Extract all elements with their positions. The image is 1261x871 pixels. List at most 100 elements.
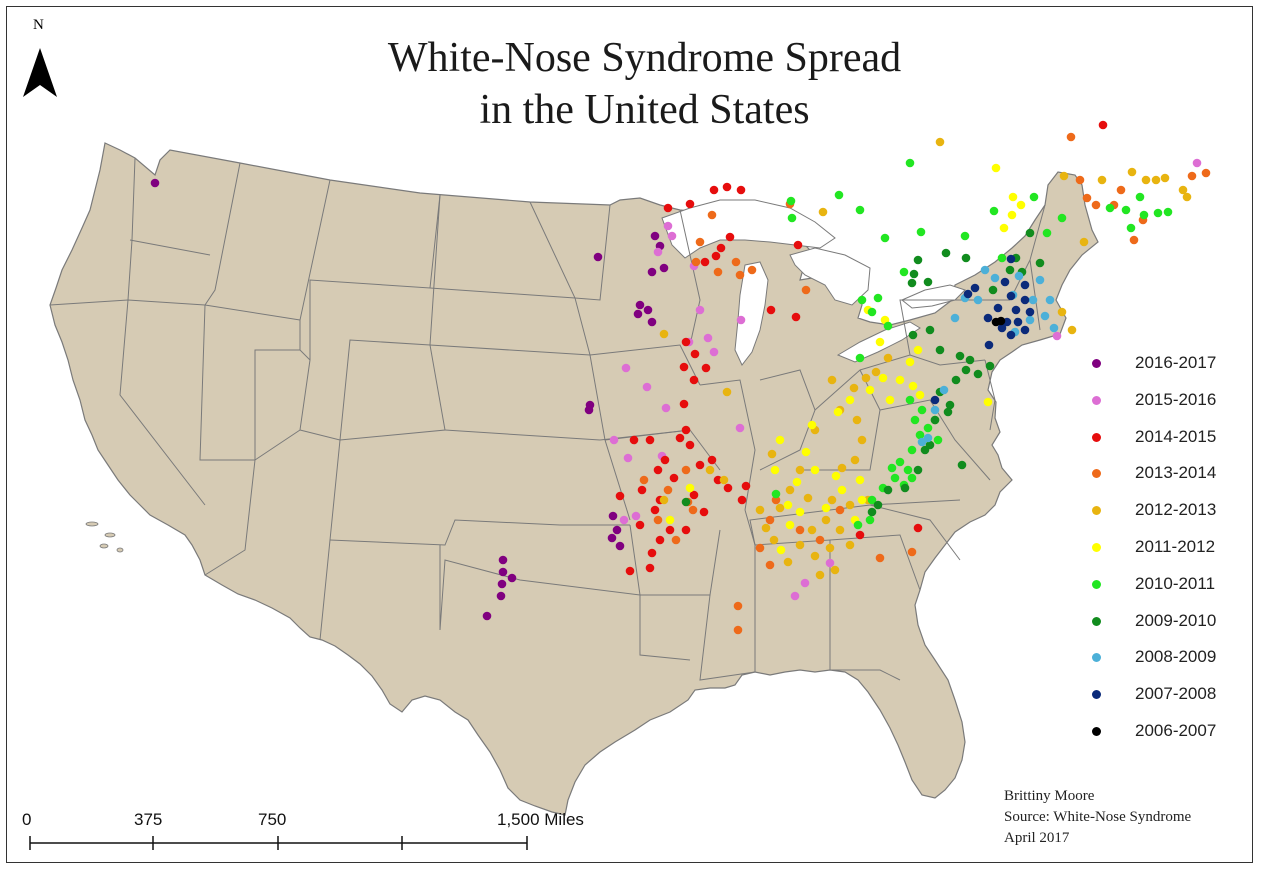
detection-point [685,483,695,493]
detection-point [873,293,883,303]
detection-point [608,511,618,521]
detection-point [917,405,927,415]
detection-point [1014,271,1024,281]
detection-point [913,523,923,533]
legend-label: 2009-2010 [1135,610,1217,630]
detection-point [689,375,699,385]
detection-point [795,525,805,535]
detection-point [733,601,743,611]
detection-point [713,267,723,277]
detection-point [663,221,673,231]
detection-point [996,316,1006,326]
detection-point [875,337,885,347]
detection-point [905,357,915,367]
detection-point [905,395,915,405]
detection-point [1201,168,1211,178]
detection-point [584,405,594,415]
detection-point [852,415,862,425]
detection-point [645,563,655,573]
detection-point [960,231,970,241]
detection-point [878,373,888,383]
detection-point [695,305,705,315]
detection-point [1025,307,1035,317]
detection-point [980,265,990,275]
detection-point [737,495,747,505]
detection-point [771,495,781,505]
detection-point [1045,295,1055,305]
detection-point [769,535,779,545]
detection-point [907,473,917,483]
detection-point [895,457,905,467]
detection-point [910,415,920,425]
detection-point [800,578,810,588]
detection-point [767,449,777,459]
detection-point [925,440,935,450]
detection-point [498,555,508,565]
detection-point [711,251,721,261]
detection-point [945,400,955,410]
detection-point [699,507,709,517]
detection-point [983,397,993,407]
detection-point [930,395,940,405]
detection-point [810,465,820,475]
detection-point [1192,158,1202,168]
detection-point [701,363,711,373]
detection-point [883,353,893,363]
detection-point [907,547,917,557]
detection-point [899,267,909,277]
detection-point [709,347,719,357]
detection-point [735,270,745,280]
detection-point [700,257,710,267]
detection-point [705,465,715,475]
detection-point [785,485,795,495]
legend-label: 2015-2016 [1135,389,1217,409]
detection-point [1000,277,1010,287]
detection-point [935,345,945,355]
detection-point [993,303,1003,313]
detection-point [837,463,847,473]
detection-point [915,390,925,400]
detection-point [766,305,776,315]
detection-point [985,361,995,371]
detection-point [623,453,633,463]
detection-point [775,503,785,513]
detection-points [150,120,1211,635]
detection-point [1129,235,1139,245]
lake-michigan [734,261,769,366]
detection-point [1121,205,1131,215]
detection-point [1016,200,1026,210]
legend-item: 2007-2008 [1090,684,1250,704]
detection-point [930,405,940,415]
legend-swatch-icon [1092,616,1101,626]
detection-point [1006,330,1016,340]
detection-point [703,333,713,343]
detection-point [845,395,855,405]
detection-point [497,579,507,589]
detection-point [997,323,1007,333]
detection-point [999,223,1009,233]
detection-point [990,273,1000,283]
legend-swatch-icon [1092,359,1101,368]
detection-point [679,399,689,409]
detection-point [1091,200,1101,210]
detection-point [855,475,865,485]
detection-point [941,248,951,258]
detection-point [688,505,698,515]
detection-point [661,403,671,413]
detection-point [653,465,663,475]
detection-point [765,560,775,570]
detection-point [1020,280,1030,290]
detection-point [988,285,998,295]
detection-point [821,503,831,513]
detection-point [970,283,980,293]
detection-point [691,257,701,267]
detection-point [915,430,925,440]
detection-point [669,473,679,483]
detection-point [1139,210,1149,220]
detection-point [631,511,641,521]
detection-point [1020,325,1030,335]
detection-point [957,460,967,470]
detection-point [790,591,800,601]
detection-point [895,375,905,385]
